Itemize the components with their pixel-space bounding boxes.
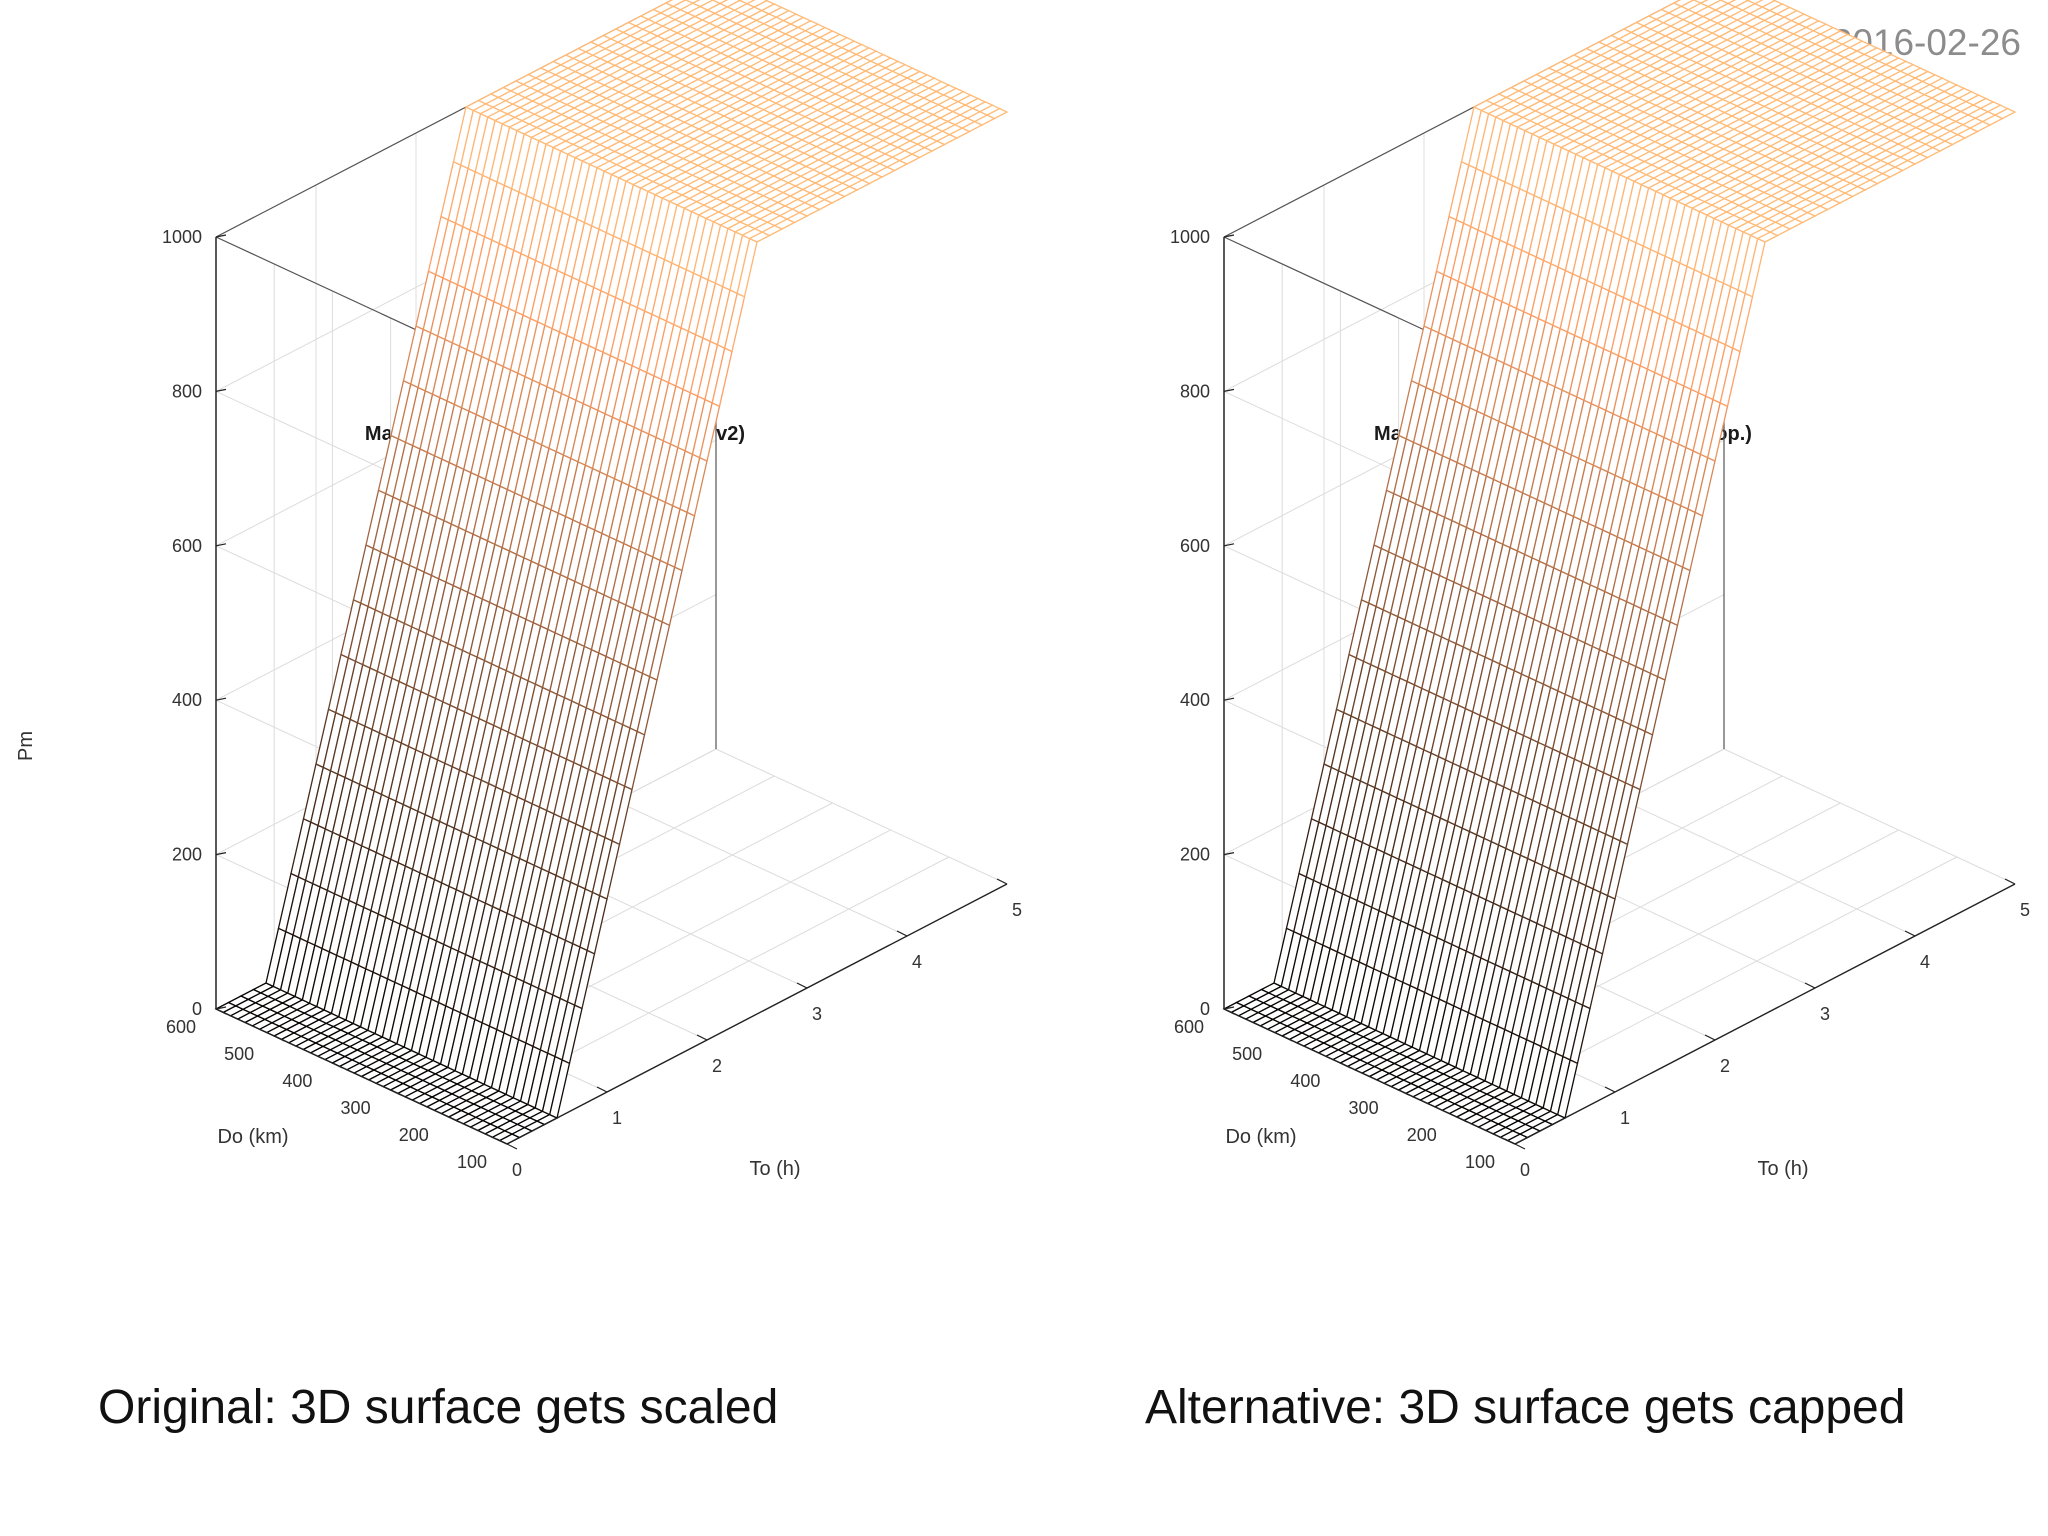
y-tick-label: 500 [1232, 1044, 1262, 1064]
x-tick [896, 930, 908, 937]
caption-alternative: Alternative: 3D surface gets capped [1145, 1381, 1906, 1434]
y-tick-label: 100 [1465, 1152, 1495, 1172]
x-tick-label: 0 [512, 1160, 522, 1180]
z-tick-label: 1000 [1170, 227, 1210, 247]
z-tick [1223, 543, 1235, 547]
z-tick [1223, 697, 1235, 701]
x-tick [596, 1086, 608, 1093]
z-tick-label: 800 [172, 381, 202, 401]
z-axis-label: Pm [15, 731, 37, 761]
z-tick-label: 400 [1180, 690, 1210, 710]
y-tick [1340, 1062, 1351, 1069]
z-tick [1223, 234, 1235, 238]
x-tick [1704, 1034, 1716, 1041]
y-tick [1456, 1116, 1468, 1123]
y-tick [332, 1062, 343, 1069]
y-tick [1281, 1035, 1293, 1042]
y-tick [506, 1143, 518, 1150]
y-tick-label: 600 [1174, 1017, 1204, 1037]
x-axis-label: To (h) [1757, 1158, 1808, 1180]
y-tick-label: 600 [166, 1017, 196, 1037]
surface-plot-original: Max Day Score for n3/n4>=1/3 (prop. v2)0… [15, 0, 1022, 1180]
x-tick-label: 5 [1012, 900, 1022, 920]
z-tick [1223, 1006, 1235, 1010]
z-tick [215, 388, 227, 392]
z-tick-label: 0 [1200, 999, 1210, 1019]
z-tick [215, 543, 227, 547]
y-tick-label: 400 [1290, 1071, 1320, 1091]
surface-patch [1692, 0, 1709, 4]
x-axis-line [1514, 883, 2016, 1145]
grid-line [1623, 800, 1916, 937]
y-tick [1223, 1008, 1235, 1015]
z-tick [1223, 852, 1235, 856]
x-axis-label: To (h) [749, 1158, 800, 1180]
x-tick [496, 1138, 508, 1145]
x-tick-label: 4 [1920, 952, 1930, 972]
y-tick [1514, 1143, 1526, 1150]
surface-patch [738, 0, 756, 5]
x-tick-label: 1 [1620, 1108, 1630, 1128]
x-tick [1904, 930, 1916, 937]
surface [214, 0, 1009, 1145]
z-tick [215, 697, 227, 701]
z-tick-label: 800 [1180, 381, 1210, 401]
surface-plot-alternative: Max Day Score for n2/N>=1/3 (alt. prop.)… [1170, 0, 2030, 1180]
x-tick [796, 982, 808, 989]
y-tick [215, 1008, 227, 1015]
caption-original: Original: 3D surface gets scaled [98, 1381, 779, 1434]
y-tick [273, 1035, 285, 1042]
surface-patch [711, 0, 729, 5]
x-tick [696, 1034, 708, 1041]
y-axis-label: Do (km) [217, 1126, 288, 1148]
y-tick [390, 1089, 401, 1096]
y-tick-label: 300 [1349, 1098, 1379, 1118]
x-tick-label: 3 [812, 1004, 822, 1024]
x-tick-label: 0 [1520, 1160, 1530, 1180]
x-tick [1504, 1138, 1516, 1145]
x-tick [2004, 878, 2016, 885]
x-tick [996, 878, 1008, 885]
z-tick [215, 852, 227, 856]
z-tick [1223, 388, 1235, 392]
surface-patch [1746, 0, 1764, 5]
surface-patch [985, 107, 1009, 120]
y-tick-label: 200 [399, 1125, 429, 1145]
x-tick-label: 5 [2020, 900, 2030, 920]
grid-line [615, 800, 908, 937]
z-tick-label: 1000 [162, 227, 202, 247]
x-tick-label: 2 [1720, 1056, 1730, 1076]
y-tick-label: 500 [224, 1044, 254, 1064]
y-tick [1398, 1089, 1409, 1096]
x-tick [1604, 1086, 1616, 1093]
grid-line [1723, 748, 2016, 885]
x-tick-label: 2 [712, 1056, 722, 1076]
y-axis-label: Do (km) [1225, 1126, 1296, 1148]
z-tick-label: 600 [172, 536, 202, 556]
z-tick-label: 600 [1180, 536, 1210, 556]
z-tick [215, 234, 227, 238]
x-tick [1804, 982, 1816, 989]
y-tick [448, 1116, 460, 1123]
surface-patch [684, 0, 701, 4]
x-tick-label: 4 [912, 952, 922, 972]
x-tick-label: 3 [1820, 1004, 1830, 1024]
z-tick-label: 0 [192, 999, 202, 1019]
z-tick [215, 1006, 227, 1010]
x-tick-label: 1 [612, 1108, 622, 1128]
grid-line [715, 748, 1008, 885]
surface-patch [1719, 0, 1737, 5]
z-tick-label: 200 [172, 845, 202, 865]
y-tick-label: 300 [341, 1098, 371, 1118]
y-tick-label: 400 [282, 1071, 312, 1091]
surface-patch [1993, 107, 2017, 120]
surface [1222, 0, 2017, 1145]
y-tick-label: 100 [457, 1152, 487, 1172]
z-tick-label: 400 [172, 690, 202, 710]
y-tick-label: 200 [1407, 1125, 1437, 1145]
x-axis-line [506, 883, 1008, 1145]
z-tick-label: 200 [1180, 845, 1210, 865]
